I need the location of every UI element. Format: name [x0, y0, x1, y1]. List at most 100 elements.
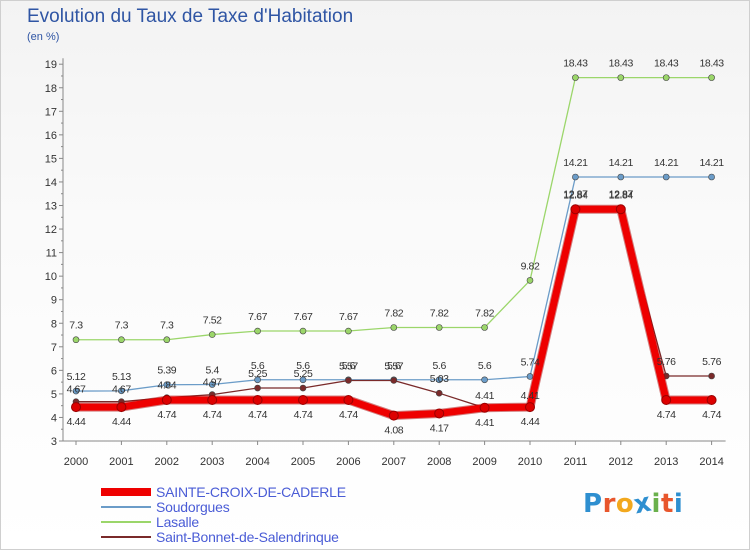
data-point-lasalle: [662, 74, 670, 81]
data-label-sainte-croix-de-caderle: 4.74: [294, 409, 313, 421]
data-label-soudorgues: 5.13: [112, 371, 131, 383]
data-label-saint-bonnet-de-salendrinque: 5.57: [339, 360, 358, 372]
y-tick-label: 6: [51, 365, 57, 377]
data-point-sainte-croix-de-caderle: [343, 395, 354, 406]
legend-label: Lasalle: [156, 514, 199, 530]
y-tick-label: 12: [45, 224, 57, 236]
y-tick-label: 17: [45, 106, 57, 118]
data-label-sainte-croix-de-caderle: 4.74: [203, 409, 222, 421]
data-point-sainte-croix-de-caderle: [615, 204, 626, 215]
data-label-sainte-croix-de-caderle: 4.74: [339, 409, 358, 421]
x-tick-label: 2001: [109, 456, 133, 468]
data-label-saint-bonnet-de-salendrinque: 4.67: [67, 384, 86, 396]
data-label-lasalle: 7.67: [248, 311, 267, 323]
x-tick-label: 2002: [155, 456, 179, 468]
data-label-saint-bonnet-de-salendrinque: 4.97: [203, 377, 222, 389]
data-label-sainte-croix-de-caderle: 4.74: [657, 409, 676, 421]
logo-letter: r: [602, 489, 616, 519]
data-point-soudorgues: [299, 376, 307, 384]
data-point-saint-bonnet-de-salendrinque: [390, 377, 398, 384]
data-point-soudorgues: [617, 173, 625, 181]
data-point-saint-bonnet-de-salendrinque: [708, 372, 715, 380]
data-label-soudorgues: 5.12: [67, 371, 86, 383]
data-label-soudorgues: 5.74: [521, 356, 540, 368]
x-tick-label: 2003: [200, 456, 224, 468]
data-label-lasalle: 18.43: [563, 58, 588, 70]
data-label-saint-bonnet-de-salendrinque: 4.41: [475, 390, 494, 402]
legend-label: Soudorgues: [156, 499, 230, 515]
data-point-saint-bonnet-de-salendrinque: [299, 384, 307, 392]
data-point-sainte-croix-de-caderle: [298, 395, 308, 406]
data-point-lasalle: [345, 327, 352, 335]
data-label-soudorgues: 14.21: [563, 157, 588, 169]
data-point-sainte-croix-de-caderle: [434, 408, 445, 419]
legend-swatch: [101, 506, 151, 508]
data-label-lasalle: 7.3: [69, 320, 83, 332]
data-label-saint-bonnet-de-salendrinque: 5.76: [657, 356, 676, 368]
x-tick-label: 2009: [472, 456, 496, 468]
data-point-sainte-croix-de-caderle: [525, 402, 535, 413]
data-point-lasalle: [299, 327, 307, 335]
y-tick-label: 9: [51, 295, 57, 307]
data-label-lasalle: 7.82: [475, 307, 494, 319]
data-label-saint-bonnet-de-salendrinque: 4.41: [521, 390, 540, 402]
data-label-sainte-croix-de-caderle: 4.74: [248, 409, 267, 421]
logo-letter: i: [673, 489, 684, 519]
x-tick-label: 2010: [518, 456, 542, 468]
data-point-soudorgues: [208, 381, 216, 388]
data-label-sainte-croix-de-caderle: 4.17: [430, 422, 449, 434]
y-tick-label: 14: [45, 177, 57, 189]
data-point-saint-bonnet-de-salendrinque: [435, 389, 443, 397]
data-label-lasalle: 18.43: [654, 58, 679, 70]
data-point-sainte-croix-de-caderle: [207, 395, 218, 406]
data-label-lasalle: 7.67: [294, 311, 313, 323]
data-label-saint-bonnet-de-salendrinque: 5.25: [294, 368, 313, 380]
x-tick-label: 2011: [564, 456, 588, 468]
y-tick-label: 15: [45, 153, 57, 165]
data-label-saint-bonnet-de-salendrinque: 5.76: [702, 356, 721, 368]
legend-swatch: [101, 488, 151, 496]
x-tick-label: 2004: [245, 456, 269, 468]
y-tick-label: 3: [51, 436, 57, 448]
data-label-sainte-croix-de-caderle: 12.84: [609, 189, 634, 201]
y-tick-label: 4: [51, 412, 57, 424]
data-label-soudorgues: 5.6: [342, 360, 356, 372]
data-label-soudorgues: 14.21: [654, 157, 679, 169]
legend-swatch: [101, 521, 151, 523]
proxiti-logo: Proxiti: [583, 488, 684, 521]
y-tick-label: 5: [51, 389, 57, 401]
data-point-soudorgues: [118, 387, 125, 395]
logo-letter: t: [660, 489, 674, 519]
data-point-saint-bonnet-de-salendrinque: [345, 377, 352, 384]
y-tick-label: 7: [51, 342, 57, 354]
x-tick-label: 2013: [654, 456, 678, 468]
y-tick-label: 13: [45, 201, 57, 213]
data-point-sainte-croix-de-caderle: [161, 395, 172, 406]
data-point-sainte-croix-de-caderle: [252, 395, 263, 406]
data-label-lasalle: 7.3: [115, 320, 129, 332]
data-label-sainte-croix-de-caderle: 4.74: [157, 409, 176, 421]
data-label-saint-bonnet-de-salendrinque: 12.87: [609, 189, 634, 201]
x-tick-label: 2005: [291, 456, 315, 468]
data-point-lasalle: [208, 331, 216, 338]
data-label-lasalle: 7.82: [384, 307, 403, 319]
data-point-sainte-croix-de-caderle: [71, 402, 81, 413]
data-label-saint-bonnet-de-salendrinque: 4.84: [157, 380, 176, 392]
y-tick-label: 19: [45, 59, 57, 71]
data-label-sainte-croix-de-caderle: 4.74: [702, 409, 721, 421]
x-tick-label: 2012: [609, 456, 633, 468]
data-point-sainte-croix-de-caderle: [479, 402, 490, 413]
data-label-lasalle: 18.43: [609, 58, 634, 70]
data-label-sainte-croix-de-caderle: 4.08: [384, 425, 403, 437]
data-label-lasalle: 7.67: [339, 311, 358, 323]
data-point-sainte-croix-de-caderle: [388, 410, 399, 421]
data-point-lasalle: [572, 74, 579, 81]
x-tick-label: 2008: [427, 456, 451, 468]
chart-subtitle: (en %): [27, 31, 60, 43]
data-label-soudorgues: 14.21: [699, 157, 724, 169]
data-point-soudorgues: [254, 376, 261, 384]
data-label-soudorgues: 5.4: [205, 364, 219, 376]
y-tick-label: 11: [46, 248, 57, 260]
chart-title: Evolution du Taux de Taxe d'Habitation: [27, 6, 354, 27]
data-point-lasalle: [163, 336, 171, 344]
